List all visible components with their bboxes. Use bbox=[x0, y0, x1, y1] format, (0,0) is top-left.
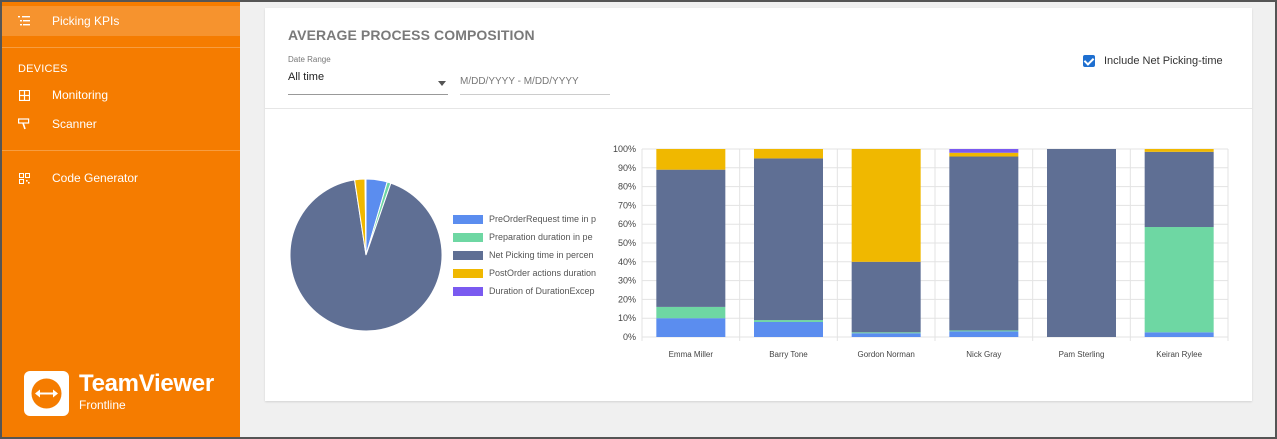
date-range-select[interactable]: All time bbox=[288, 68, 448, 95]
y-tick-label: 80% bbox=[618, 182, 636, 192]
sidebar-item-scanner[interactable]: Scanner bbox=[2, 109, 240, 139]
legend-label: PostOrder actions duration bbox=[489, 268, 597, 278]
bar-segment[interactable] bbox=[949, 156, 1019, 331]
y-tick-label: 0% bbox=[623, 332, 636, 342]
bar-segment[interactable] bbox=[656, 149, 726, 170]
sidebar-divider bbox=[2, 47, 240, 48]
bar-segment[interactable] bbox=[1047, 149, 1116, 337]
sidebar-item-picking-kpis[interactable]: Picking KPIs bbox=[2, 6, 240, 36]
include-net-picking-toggle[interactable]: Include Net Picking-time bbox=[1083, 55, 1223, 67]
legend-item[interactable]: Duration of DurationExcep bbox=[453, 282, 601, 300]
legend-swatch bbox=[453, 286, 483, 296]
checkbox-checked[interactable] bbox=[1083, 55, 1095, 67]
bar-segment[interactable] bbox=[851, 261, 921, 333]
y-tick-label: 20% bbox=[618, 294, 636, 304]
legend-item[interactable]: PostOrder actions duration bbox=[453, 264, 601, 282]
legend-swatch bbox=[453, 268, 483, 278]
bar-segment[interactable] bbox=[1144, 227, 1214, 333]
y-tick-label: 70% bbox=[618, 200, 636, 210]
sidebar-item-label: Picking KPIs bbox=[52, 14, 120, 28]
logo-subtitle: Frontline bbox=[79, 398, 126, 412]
y-tick-label: 60% bbox=[618, 219, 636, 229]
qr-code-icon bbox=[18, 172, 30, 184]
bar-segment[interactable] bbox=[851, 332, 921, 334]
sidebar-divider bbox=[2, 150, 240, 151]
legend-label: PreOrderRequest time in p bbox=[489, 214, 597, 224]
date-range-value: All time bbox=[288, 71, 325, 83]
list-icon bbox=[18, 15, 30, 27]
bar-segment[interactable] bbox=[949, 331, 1019, 337]
bar-segment[interactable] bbox=[851, 149, 921, 262]
bar-segment[interactable] bbox=[754, 149, 823, 159]
section-title-devices: DEVICES bbox=[18, 63, 68, 75]
grid-icon bbox=[18, 89, 30, 101]
legend-swatch bbox=[453, 232, 483, 242]
sidebar-item-label: Code Generator bbox=[52, 171, 139, 185]
sidebar-item-code-generator[interactable]: Code Generator bbox=[2, 163, 240, 193]
card-divider bbox=[265, 108, 1252, 109]
legend-swatch bbox=[453, 214, 483, 224]
x-tick-label: Barry Tone bbox=[769, 350, 808, 359]
bar-segment[interactable] bbox=[754, 320, 823, 322]
checkbox-label: Include Net Picking-time bbox=[1104, 55, 1223, 67]
x-tick-label: Keiran Rylee bbox=[1156, 350, 1202, 359]
pie-slice[interactable] bbox=[364, 178, 367, 256]
legend-item[interactable]: PreOrderRequest time in p bbox=[453, 210, 601, 228]
pie-slice[interactable] bbox=[289, 179, 443, 332]
y-tick-label: 50% bbox=[618, 238, 636, 248]
date-range-input[interactable] bbox=[460, 68, 610, 95]
legend-label: Preparation duration in pe bbox=[489, 232, 593, 242]
sidebar-item-label: Monitoring bbox=[52, 88, 109, 102]
bar-segment[interactable] bbox=[1144, 149, 1214, 152]
y-tick-label: 100% bbox=[613, 144, 636, 154]
legend-item[interactable]: Preparation duration in pe bbox=[453, 228, 601, 246]
legend-swatch bbox=[453, 250, 483, 260]
bar-segment[interactable] bbox=[656, 306, 726, 319]
scanner-icon bbox=[18, 118, 30, 130]
chevron-down-icon bbox=[438, 81, 446, 86]
pie-chart bbox=[289, 178, 443, 332]
x-tick-label: Emma Miller bbox=[669, 350, 714, 359]
card-title: AVERAGE PROCESS COMPOSITION bbox=[288, 27, 535, 43]
sidebar-item-label: Scanner bbox=[52, 117, 97, 131]
sidebar: Picking KPIs DEVICES Monitoring Scanner … bbox=[2, 2, 240, 437]
teamviewer-icon bbox=[24, 371, 69, 416]
y-tick-label: 90% bbox=[618, 163, 636, 173]
teamviewer-logo: TeamViewer Frontline bbox=[24, 371, 214, 416]
legend-label: Net Picking time in percen bbox=[489, 250, 594, 260]
y-tick-label: 40% bbox=[618, 257, 636, 267]
x-tick-label: Gordon Norman bbox=[857, 350, 914, 359]
bar-segment[interactable] bbox=[949, 149, 1019, 153]
bar-segment[interactable] bbox=[656, 169, 726, 307]
bar-segment[interactable] bbox=[754, 321, 823, 337]
bar-segment[interactable] bbox=[851, 333, 921, 337]
legend-label: Duration of DurationExcep bbox=[489, 286, 595, 296]
stacked-bar-chart: 0% 10% 20% 30% 40% 50% 60% 70% 80% 90% 100% Emma Mi… bbox=[613, 144, 1229, 359]
date-range-label: Date Range bbox=[288, 55, 331, 64]
bar-segment[interactable] bbox=[949, 330, 1019, 332]
bar-segment[interactable] bbox=[1144, 151, 1214, 228]
pie-legend: PreOrderRequest time in p Preparation dur… bbox=[453, 210, 601, 300]
sidebar-item-monitoring[interactable]: Monitoring bbox=[2, 80, 240, 110]
x-tick-label: Pam Sterling bbox=[1059, 350, 1105, 359]
legend-item[interactable]: Net Picking time in percen bbox=[453, 246, 601, 264]
x-tick-label: Nick Gray bbox=[966, 350, 1001, 359]
bar-segment[interactable] bbox=[754, 158, 823, 321]
bar-segment[interactable] bbox=[1144, 332, 1214, 337]
logo-name: TeamViewer bbox=[79, 370, 214, 397]
bar-segment[interactable] bbox=[656, 318, 726, 337]
y-tick-label: 30% bbox=[618, 276, 636, 286]
bar-segment[interactable] bbox=[949, 152, 1019, 157]
y-tick-label: 10% bbox=[618, 313, 636, 323]
